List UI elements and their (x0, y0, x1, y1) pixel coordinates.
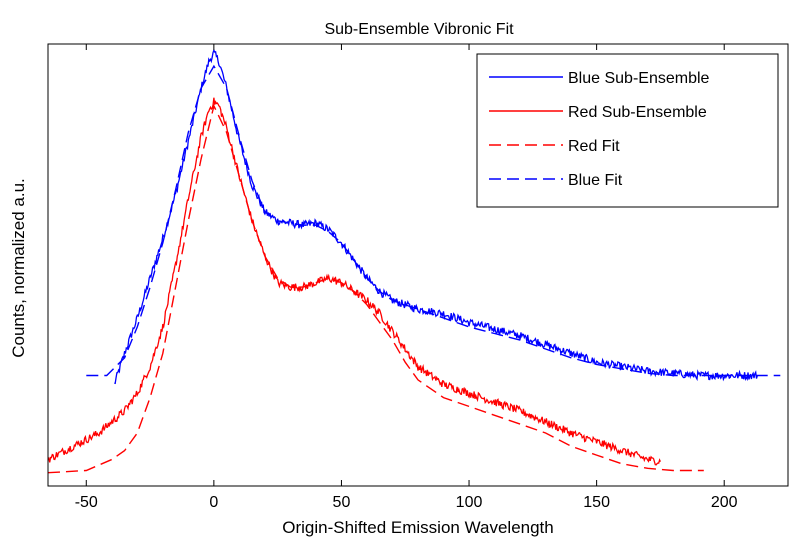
x-tick-label: 50 (333, 494, 351, 511)
legend-box (476, 53, 779, 208)
series-line-blue-fit (86, 64, 781, 377)
chart-title: Sub-Ensemble Vibronic Fit (324, 21, 514, 38)
x-tick-label: 150 (583, 494, 610, 511)
legend-label: Blue Fit (568, 172, 623, 189)
axes-frame (47, 43, 789, 487)
series-line-red-sub-ensemble (48, 97, 661, 466)
series-line-red-fit (48, 103, 704, 474)
x-axis-ticks: -50 0 50 100 150 200 (75, 44, 738, 511)
legend-label: Red Sub-Ensemble (568, 104, 707, 121)
x-tick-label: 200 (711, 494, 738, 511)
x-axis-label: Origin-Shifted Emission Wavelength (282, 518, 554, 537)
series-layer (48, 48, 781, 474)
series-line-blue-sub-ensemble (114, 48, 759, 385)
legend-label: Blue Sub-Ensemble (568, 70, 710, 87)
x-tick-label: 100 (456, 494, 483, 511)
x-tick-label: 0 (209, 494, 218, 511)
legend-label: Red Fit (568, 138, 620, 155)
x-tick-label: -50 (75, 494, 98, 511)
legend: Blue Sub-Ensemble Red Sub-Ensemble Red Fit… (476, 53, 779, 208)
y-axis-label: Counts, normalized a.u. (9, 178, 28, 358)
